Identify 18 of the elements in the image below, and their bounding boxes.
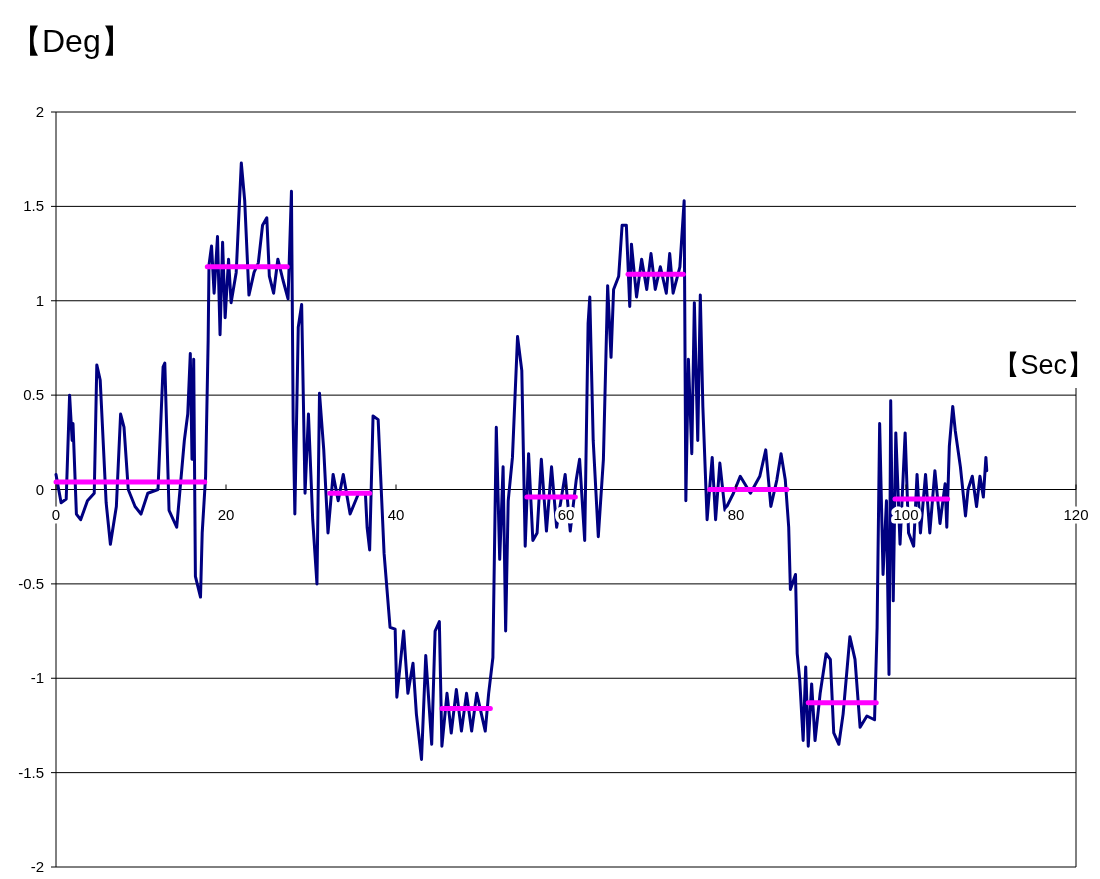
y-tick-label: -0.5 xyxy=(18,574,44,592)
y-tick-label: -2 xyxy=(30,858,44,875)
y-tick-label: -1 xyxy=(30,669,44,687)
x-tick-label: 60 xyxy=(557,505,575,523)
line-series xyxy=(54,161,989,761)
y-tick-label: -1.5 xyxy=(18,763,44,781)
x-axis-title: 【Sec】 xyxy=(993,350,1094,380)
x-tick-label: 120 xyxy=(1063,505,1089,523)
x-tick-label: 80 xyxy=(727,505,745,523)
x-tick-label: 20 xyxy=(217,505,235,523)
y-axis-title: 【Deg】 xyxy=(10,23,133,59)
y-tick-label: 0 xyxy=(35,480,44,498)
y-tick-label: 2 xyxy=(35,103,44,120)
y-tick-label: 1 xyxy=(35,291,44,309)
x-tick-label: 0 xyxy=(51,505,61,523)
y-tick-label: 0.5 xyxy=(23,386,44,404)
x-tick-label: 40 xyxy=(387,505,405,523)
y-tick-label: 1.5 xyxy=(23,197,44,215)
